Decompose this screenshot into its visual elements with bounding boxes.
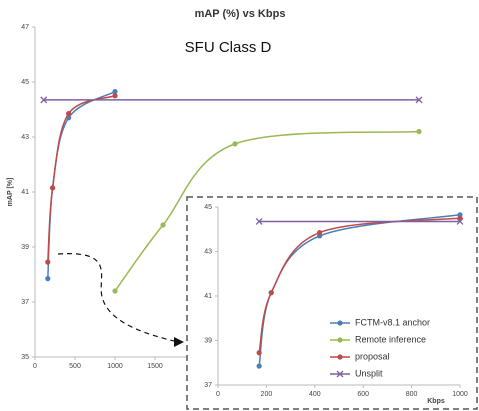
x-tick-label: 400 xyxy=(309,391,321,398)
y-tick-label: 37 xyxy=(204,382,212,389)
series-line xyxy=(47,90,116,279)
series-line xyxy=(47,95,116,263)
y-tick-label: 39 xyxy=(21,244,29,251)
data-point xyxy=(45,276,51,282)
data-point xyxy=(112,288,118,294)
data-point xyxy=(317,229,323,236)
x-axis-label: Kbps xyxy=(427,398,445,405)
data-point xyxy=(112,93,118,99)
x-tick-label: 500 xyxy=(69,363,81,370)
data-point xyxy=(415,96,423,104)
y-tick-label: 45 xyxy=(21,79,29,86)
chart-subtitle: SFU Class D xyxy=(185,39,272,56)
x-tick-label: 1000 xyxy=(452,391,468,398)
data-point xyxy=(416,128,422,135)
series-line xyxy=(114,130,420,292)
data-point xyxy=(268,290,274,296)
data-point xyxy=(256,363,262,369)
x-tick-label: 800 xyxy=(406,391,418,398)
legend-marker xyxy=(337,337,343,343)
data-point xyxy=(112,89,118,95)
y-tick-label: 43 xyxy=(204,248,212,255)
chart-title: mAP (%) vs Kbps xyxy=(195,8,286,20)
y-tick-label: 41 xyxy=(204,293,212,300)
legend-marker xyxy=(337,320,343,326)
data-point xyxy=(66,111,72,117)
data-point xyxy=(40,96,48,104)
arrow-head xyxy=(174,337,184,347)
y-tick-label: 43 xyxy=(21,134,29,141)
x-tick-label: 600 xyxy=(357,391,369,398)
data-point xyxy=(456,218,464,225)
data-point xyxy=(45,259,51,265)
inset-chart: Kbps 37 39 41 43 45 0 200 400 600 800 1000 FCTM-v8.… xyxy=(186,196,478,410)
x-tick-label: 1500 xyxy=(147,363,163,370)
data-point xyxy=(160,222,166,228)
legend-label: FCTM-v8.1 anchor xyxy=(355,317,430,327)
data-point xyxy=(50,185,56,191)
legend-label: Unsplit xyxy=(355,368,383,378)
legend-marker xyxy=(337,354,343,360)
x-tick-label: 0 xyxy=(216,391,220,398)
y-tick-label: 37 xyxy=(21,299,29,306)
legend-marker xyxy=(336,370,344,378)
y-tick-label: 47 xyxy=(21,24,29,31)
callout-arrow xyxy=(57,253,179,343)
legend-label: Remote inference xyxy=(355,334,426,344)
data-point xyxy=(256,350,262,356)
x-tick-label: 200 xyxy=(261,391,273,398)
legend-label: proposal xyxy=(355,351,390,361)
y-axis-label: mAP [%] xyxy=(7,178,14,207)
y-tick-label: 41 xyxy=(21,189,29,196)
data-point xyxy=(255,218,263,225)
y-tick-label: 35 xyxy=(21,354,29,361)
y-tick-label: 45 xyxy=(204,204,212,211)
y-tick-label: 39 xyxy=(204,337,212,344)
x-tick-label: 0 xyxy=(33,363,37,370)
x-tick-label: 1000 xyxy=(107,363,123,370)
data-point xyxy=(232,141,238,147)
